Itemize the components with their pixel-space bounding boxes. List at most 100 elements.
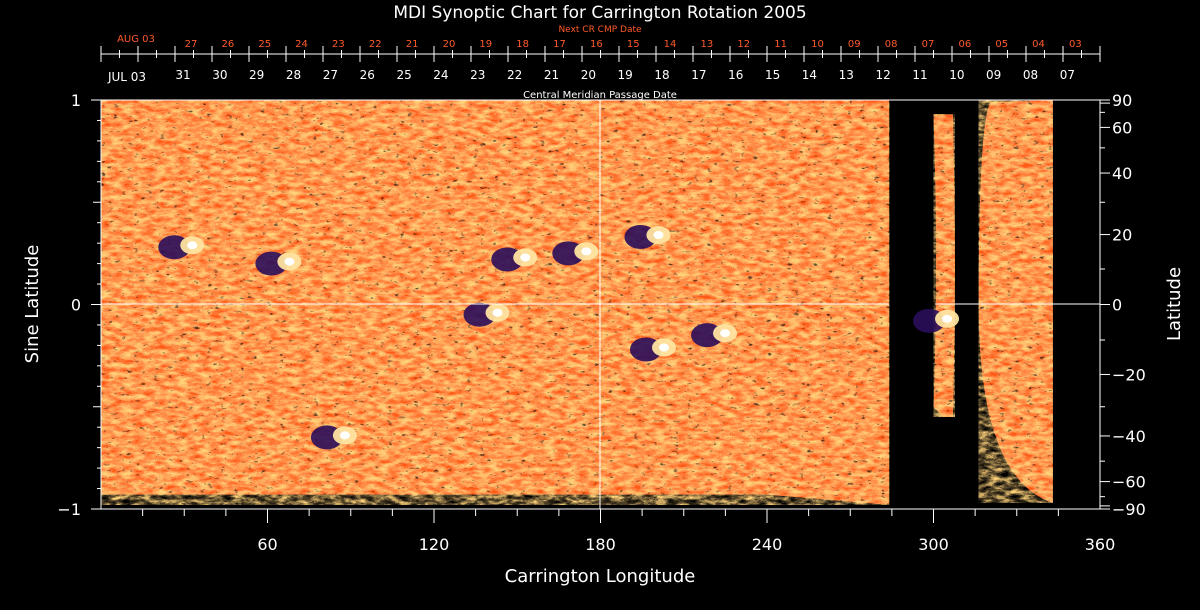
coverage-texture: [933, 114, 955, 417]
latitude-tick-label: 0: [1112, 296, 1122, 315]
active-region: [158, 235, 205, 260]
next-cr-date-label: 26: [221, 39, 234, 50]
coverage-texture: [101, 100, 890, 505]
active-region-core: [720, 329, 731, 338]
next-cr-start-label: AUG 03: [117, 34, 155, 45]
next-cr-date-label: 05: [995, 39, 1008, 50]
cmp-date-label: 30: [212, 68, 227, 82]
cmp-date-label: 22: [507, 68, 522, 82]
next-cr-date-label: 11: [774, 39, 787, 50]
x-axis: 60 120 180 240 300 360: [142, 509, 1116, 554]
next-cr-date-label: 06: [958, 39, 971, 50]
next-cr-date-label: 13: [701, 39, 714, 50]
latitude-tick-label: 60: [1112, 118, 1132, 137]
latitude-tick-label: 40: [1112, 164, 1132, 183]
y-axis-label-left: Sine Latitude: [22, 245, 43, 364]
active-region: [310, 425, 357, 450]
active-region-core: [581, 247, 592, 256]
active-region: [552, 241, 599, 266]
next-cr-date-label: 21: [406, 39, 419, 50]
x-tick-label: 360: [1085, 535, 1116, 554]
next-cr-date-label: 12: [737, 39, 750, 50]
next-cr-date-label: 14: [664, 39, 677, 50]
active-region-core: [339, 431, 350, 440]
y-axis-right: 90 60 40 20 0 −20 −40 −60 −90: [1100, 91, 1146, 519]
cmp-date-label: 08: [1023, 68, 1038, 82]
next-cr-date-label: 22: [369, 39, 382, 50]
cmp-date-label: 14: [802, 68, 817, 82]
next-cr-date-label: 20: [443, 39, 456, 50]
next-cr-label: Next CR CMP Date: [558, 25, 642, 35]
cmp-date-label: 20: [581, 68, 596, 82]
active-region: [624, 225, 671, 250]
cmp-date-label: 17: [691, 68, 706, 82]
latitude-tick-label: −60: [1112, 473, 1146, 492]
active-region: [630, 337, 676, 362]
active-region: [691, 323, 738, 348]
next-cr-date-label: 03: [1069, 39, 1082, 50]
active-region: [491, 247, 538, 272]
cmp-date-label: 28: [286, 68, 301, 82]
cmp-date-label: 26: [360, 68, 375, 82]
active-region-core: [659, 343, 669, 352]
latitude-tick-label: 20: [1112, 226, 1132, 245]
next-cr-date-label: 08: [885, 39, 898, 50]
latitude-tick-label: −90: [1112, 500, 1146, 519]
cmp-date-label: 23: [470, 68, 485, 82]
cmp-date-label: 18: [654, 68, 669, 82]
next-cr-date-label: 27: [185, 39, 198, 50]
next-cr-date-label: 24: [295, 39, 308, 50]
x-tick-label: 60: [257, 535, 277, 554]
x-tick-label: 180: [585, 535, 616, 554]
next-cr-date-label: 18: [516, 39, 529, 50]
latitude-tick-label: −40: [1112, 427, 1146, 446]
top-axis-label: Central Meridian Passage Date: [523, 90, 677, 101]
y-tick-label: 1: [71, 91, 81, 110]
cmp-date-label: 11: [912, 68, 927, 82]
latitude-tick-label: −20: [1112, 365, 1146, 384]
next-cr-date-label: 15: [627, 39, 640, 50]
cmp-date-label: 27: [323, 68, 338, 82]
chart-title: MDI Synoptic Chart for Carrington Rotati…: [393, 3, 806, 23]
next-cr-date-label: 07: [922, 39, 935, 50]
next-cr-date-label: 23: [332, 39, 345, 50]
next-cr-date-label: 04: [1032, 39, 1045, 50]
cmp-date-label: 07: [1060, 68, 1075, 82]
next-cr-date-label: 16: [590, 39, 603, 50]
next-cr-date-label: 09: [848, 39, 861, 50]
cmp-date-label: 19: [618, 68, 633, 82]
x-axis-label: Carrington Longitude: [505, 566, 696, 587]
cmp-date-label: 15: [765, 68, 780, 82]
x-tick-label: 120: [419, 535, 450, 554]
active-region: [255, 251, 302, 276]
cmp-date-label: 24: [433, 68, 448, 82]
cmp-date-label: 25: [396, 68, 411, 82]
latitude-tick-label: 90: [1112, 91, 1132, 110]
active-region: [463, 302, 510, 327]
cmp-date-label: 10: [949, 68, 964, 82]
cmp-date-label: 09: [986, 68, 1001, 82]
active-region-core: [653, 231, 664, 240]
cmp-date-labels: 31 30 29 28 27 26 25 24 23 22 21 20 19 18 17 16 15 14 13 12…: [100, 54, 1101, 82]
next-cr-date-label: 19: [479, 39, 492, 50]
x-tick-label: 240: [752, 535, 783, 554]
x-tick-label: 300: [918, 535, 949, 554]
active-region-core: [942, 314, 953, 323]
y-axis-label-right: Latitude: [1164, 267, 1185, 341]
coverage-texture: [978, 100, 1053, 503]
cmp-date-label: 16: [728, 68, 743, 82]
y-axis-left: 1 0 −1: [57, 91, 101, 519]
active-region-core: [284, 257, 295, 266]
cmp-date-label: 13: [839, 68, 854, 82]
active-region-core: [492, 308, 503, 317]
next-cr-date-label: 25: [258, 39, 271, 50]
next-cr-ticks: 27 26 25 24 23 22 21 20 19 18 17 16 15 14 13 12 11 10 09 08…: [100, 39, 1101, 54]
y-tick-label: 0: [71, 296, 81, 315]
cmp-date-label: 31: [175, 68, 190, 82]
active-region: [913, 308, 960, 333]
active-region-core: [520, 253, 531, 262]
cmp-date-label: 29: [249, 68, 264, 82]
next-cr-date-label: 10: [811, 39, 824, 50]
cmp-date-label: 12: [876, 68, 891, 82]
